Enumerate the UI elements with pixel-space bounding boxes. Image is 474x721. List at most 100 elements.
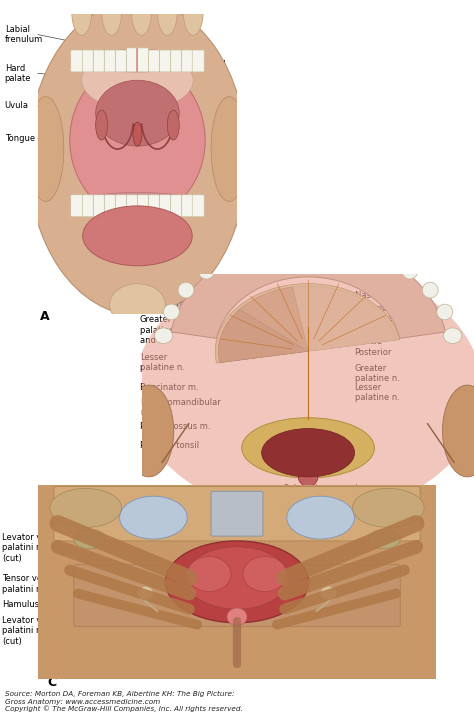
FancyBboxPatch shape [192, 195, 204, 217]
FancyBboxPatch shape [149, 195, 159, 217]
Text: Vestibule: Vestibule [152, 30, 191, 38]
Text: Buccinator m.: Buccinator m. [140, 384, 199, 392]
Ellipse shape [242, 417, 374, 478]
FancyBboxPatch shape [93, 195, 104, 217]
Ellipse shape [167, 110, 179, 140]
Text: Levator veli
palatini m.: Levator veli palatini m. [315, 560, 365, 579]
Text: Anterior: Anterior [355, 326, 389, 335]
Text: Lesser
palatine n.: Lesser palatine n. [140, 353, 185, 372]
Text: A: A [40, 310, 50, 323]
Text: Source: Morton DA, Foreman KB, Albertine KH: The Big Picture:
Gross Anatomy: www: Source: Morton DA, Foreman KB, Albertine… [5, 691, 243, 712]
Ellipse shape [320, 587, 337, 601]
FancyBboxPatch shape [116, 195, 126, 217]
Text: B: B [237, 512, 246, 525]
Text: Greater
palatine n.: Greater palatine n. [355, 364, 400, 383]
Text: Choana: Choana [211, 503, 243, 511]
Ellipse shape [211, 97, 247, 201]
Text: Palatopharyngeal m.: Palatopharyngeal m. [315, 614, 402, 622]
Ellipse shape [134, 263, 474, 517]
Text: Palatine tonsil: Palatine tonsil [152, 86, 211, 94]
Wedge shape [219, 309, 308, 363]
Ellipse shape [70, 62, 205, 218]
Ellipse shape [422, 282, 438, 298]
Text: Posterior: Posterior [355, 348, 392, 357]
FancyBboxPatch shape [127, 48, 137, 72]
Ellipse shape [101, 0, 121, 35]
Ellipse shape [96, 80, 179, 146]
Ellipse shape [243, 557, 287, 591]
Ellipse shape [183, 0, 203, 35]
Text: Palatine tonsil: Palatine tonsil [140, 441, 199, 450]
Ellipse shape [442, 385, 474, 477]
Text: Vomer: Vomer [166, 503, 193, 511]
Ellipse shape [76, 193, 199, 213]
Ellipse shape [437, 304, 453, 320]
Text: Tongue: Tongue [5, 134, 35, 143]
Ellipse shape [119, 496, 187, 539]
FancyBboxPatch shape [182, 50, 192, 72]
FancyBboxPatch shape [74, 565, 400, 627]
Wedge shape [219, 286, 396, 363]
FancyBboxPatch shape [137, 195, 148, 217]
Text: Labial
frenulum: Labial frenulum [5, 25, 43, 44]
Ellipse shape [124, 385, 173, 477]
Ellipse shape [368, 529, 400, 549]
Ellipse shape [444, 328, 462, 344]
FancyBboxPatch shape [137, 48, 148, 72]
Text: Superior alveolar
nerve fields:: Superior alveolar nerve fields: [355, 304, 427, 323]
FancyBboxPatch shape [149, 50, 159, 72]
Ellipse shape [155, 328, 173, 344]
Text: Greater
palatine n.
and a.: Greater palatine n. and a. [140, 315, 185, 345]
Ellipse shape [72, 0, 91, 35]
Ellipse shape [28, 97, 64, 201]
Text: Palatoglossal
fold: Palatoglossal fold [152, 100, 207, 119]
Ellipse shape [298, 465, 318, 487]
Ellipse shape [316, 232, 332, 248]
Text: Superior pharyngeal
constrictor m.: Superior pharyngeal constrictor m. [315, 585, 401, 604]
Ellipse shape [227, 608, 247, 626]
Ellipse shape [284, 232, 300, 248]
Text: Hard
palate: Hard palate [5, 64, 31, 83]
Text: Oropharynx: Oropharynx [152, 46, 201, 55]
Ellipse shape [287, 496, 355, 539]
Ellipse shape [82, 206, 192, 266]
Ellipse shape [164, 304, 180, 320]
Ellipse shape [137, 587, 154, 601]
Text: Hamulus: Hamulus [2, 600, 39, 609]
Text: Palatoglossus m.: Palatoglossus m. [140, 423, 210, 431]
Ellipse shape [76, 50, 199, 72]
Text: Palatopharyngeal m.: Palatopharyngeal m. [284, 485, 372, 493]
FancyBboxPatch shape [82, 195, 93, 217]
Ellipse shape [262, 428, 355, 477]
Ellipse shape [74, 529, 106, 549]
Ellipse shape [178, 282, 194, 298]
Text: Levator veli
palatini m.
(cut): Levator veli palatini m. (cut) [2, 533, 52, 563]
FancyBboxPatch shape [38, 485, 436, 679]
Ellipse shape [187, 557, 231, 591]
Ellipse shape [347, 238, 364, 254]
Text: Palatopharyngeal
fold: Palatopharyngeal fold [152, 61, 225, 79]
Ellipse shape [253, 238, 269, 254]
Text: C: C [47, 676, 56, 689]
Ellipse shape [50, 488, 121, 527]
Text: Middle: Middle [355, 337, 383, 346]
FancyBboxPatch shape [93, 50, 104, 72]
FancyBboxPatch shape [71, 50, 82, 72]
Ellipse shape [82, 61, 192, 195]
Text: Nasopalatine n.: Nasopalatine n. [140, 300, 206, 309]
Wedge shape [292, 286, 396, 351]
Ellipse shape [28, 1, 247, 315]
FancyBboxPatch shape [104, 195, 115, 217]
Ellipse shape [165, 541, 309, 623]
Ellipse shape [185, 547, 289, 609]
Ellipse shape [224, 248, 240, 264]
FancyBboxPatch shape [54, 487, 420, 541]
FancyBboxPatch shape [116, 50, 126, 72]
FancyBboxPatch shape [192, 50, 204, 72]
Ellipse shape [199, 263, 214, 279]
Text: Tensor veli
palatini m.: Tensor veli palatini m. [2, 575, 47, 593]
Ellipse shape [353, 488, 424, 527]
Ellipse shape [376, 248, 392, 264]
Ellipse shape [109, 284, 165, 326]
Ellipse shape [157, 0, 177, 35]
